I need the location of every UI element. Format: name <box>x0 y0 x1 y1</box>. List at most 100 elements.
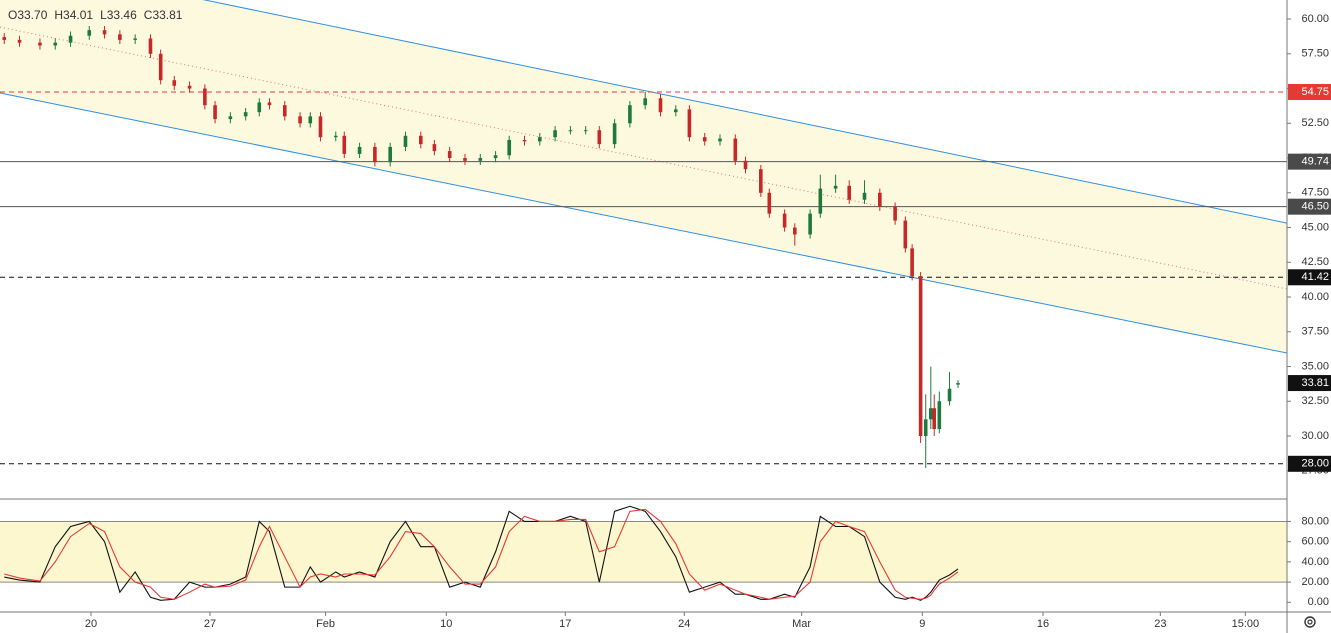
candle-body <box>38 42 42 46</box>
level-label-box <box>1288 198 1331 215</box>
candle-body <box>17 39 22 43</box>
x-tick-label: Mar <box>792 618 811 630</box>
ohlc-label: L33.46 <box>100 8 137 22</box>
ohlc-label: C33.81 <box>144 8 183 22</box>
candle-body <box>158 53 163 81</box>
candle-body <box>918 276 923 437</box>
channel-lower <box>0 92 1288 354</box>
gear[interactable] <box>1304 616 1316 628</box>
candle-body <box>228 116 233 120</box>
indicator-y-tick-label: 40.00 <box>1301 556 1329 568</box>
indicator-line <box>4 508 959 600</box>
candle-body <box>910 248 914 277</box>
candle-body <box>687 109 692 138</box>
indicator-y-tick-label: 80.00 <box>1301 515 1329 527</box>
candle-body <box>658 98 663 113</box>
level-label: 41.42 <box>1301 271 1329 283</box>
candle-body <box>68 35 73 43</box>
y-tick-label: 52.50 <box>1301 117 1329 129</box>
candle-body <box>403 135 408 147</box>
y-tick-label: 57.50 <box>1301 48 1329 60</box>
candle-body <box>818 188 823 214</box>
candle-body <box>597 130 602 145</box>
plot <box>0 0 1288 601</box>
last-price-label-box <box>1288 375 1331 392</box>
level-label-box <box>1288 269 1331 286</box>
x-tick-label: 27 <box>204 618 216 630</box>
candle-body <box>418 135 423 145</box>
candle-body <box>947 388 952 402</box>
candle-body <box>148 38 153 54</box>
channel-upper <box>202 0 1288 224</box>
candle-body <box>308 116 313 124</box>
candle-body <box>932 408 937 430</box>
indicator-y-tick-label: 20.00 <box>1301 576 1329 588</box>
candle-body <box>923 419 928 437</box>
candle-body <box>333 135 338 138</box>
candle-body <box>718 138 722 142</box>
candle-body <box>767 192 772 214</box>
candle-body <box>759 169 763 193</box>
channel-fill <box>0 0 1287 354</box>
candle-body <box>87 30 92 36</box>
candle-body <box>493 155 498 159</box>
candle-body <box>878 192 882 207</box>
candle-body <box>298 116 302 124</box>
level-label: 49.74 <box>1301 156 1329 168</box>
x-tick-label: 24 <box>678 618 690 630</box>
level-label-box <box>1288 455 1331 472</box>
ohlc-label: H34.01 <box>54 8 93 22</box>
x-tick-label: 15:00 <box>1232 618 1260 630</box>
candle-body <box>53 42 58 46</box>
candle-body <box>568 130 573 132</box>
x-tick-label: 23 <box>1154 618 1166 630</box>
y-tick-label: 42.50 <box>1301 256 1329 268</box>
candle-body <box>643 98 648 106</box>
candle-body <box>553 130 557 138</box>
y-tick-label: 40.00 <box>1301 291 1329 303</box>
candle-body <box>847 185 852 200</box>
x-tick-label: 9 <box>919 618 925 630</box>
candle-body <box>282 105 287 117</box>
y-tick-label: 32.50 <box>1301 395 1329 407</box>
indicator-band <box>0 521 1287 583</box>
candle-body <box>733 138 738 161</box>
candle-body <box>956 383 960 385</box>
candle-body <box>903 220 908 249</box>
candle-body <box>793 227 797 235</box>
x-tick-label: 17 <box>559 618 571 630</box>
candle-body <box>203 88 207 106</box>
candle-body <box>373 146 377 163</box>
indicator-line <box>4 505 959 601</box>
level-label-box <box>1288 153 1331 170</box>
y-tick-label: 60.00 <box>1301 13 1329 25</box>
x-tick-label: Feb <box>316 618 335 630</box>
candle-body <box>537 137 542 142</box>
x-tick-label: 16 <box>1037 618 1049 630</box>
settings-icon[interactable] <box>1304 616 1316 628</box>
candle-body <box>743 160 748 170</box>
candle-body <box>102 30 107 35</box>
candle-body <box>833 185 838 189</box>
candle-body <box>937 401 942 430</box>
candle-body <box>267 102 272 106</box>
indicator-y-tick-label: 60.00 <box>1301 536 1329 548</box>
level-label-box <box>1288 84 1331 101</box>
candle-body <box>388 146 392 163</box>
candle-body <box>628 105 632 124</box>
gear-hub[interactable] <box>1307 619 1313 625</box>
candle-body <box>782 213 787 228</box>
level-label: 54.75 <box>1301 86 1329 98</box>
indicator-y-tick-label: 0.00 <box>1308 596 1329 608</box>
candle-body <box>862 192 867 200</box>
candle-body <box>318 116 323 138</box>
level-label: 28.00 <box>1301 458 1329 470</box>
candle-body <box>357 146 362 154</box>
x-tick-label: 10 <box>440 618 452 630</box>
ohlc-label: O33.70 <box>8 8 48 22</box>
y-tick-label: 35.00 <box>1301 360 1329 372</box>
candle-body <box>243 112 248 117</box>
candle-body <box>674 109 678 113</box>
candle-body <box>612 123 617 145</box>
